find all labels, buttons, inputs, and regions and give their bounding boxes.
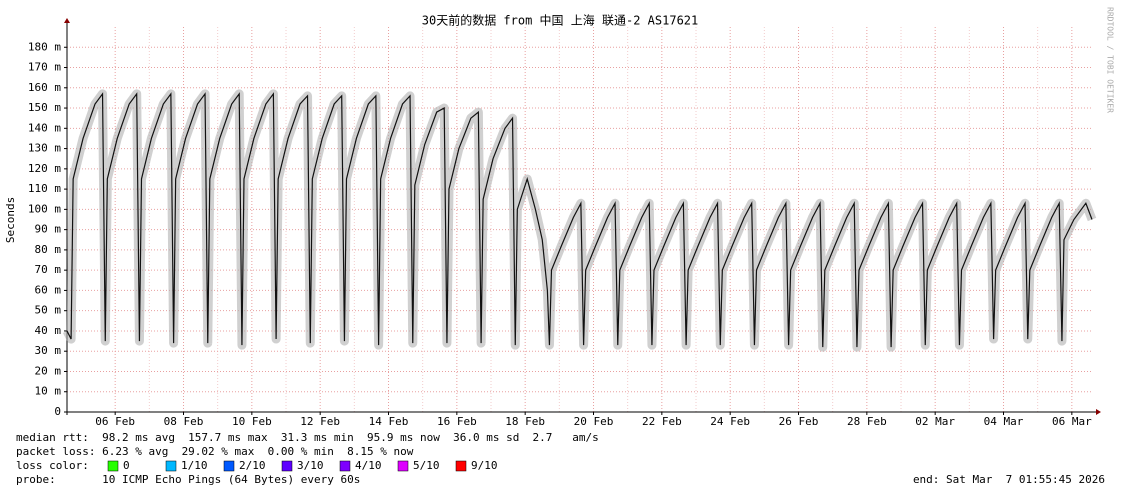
y-tick-label: 170 m xyxy=(28,61,61,74)
y-tick-label: 100 m xyxy=(28,202,61,215)
x-tick-label: 06 Feb xyxy=(95,415,135,428)
loss-color-label: 1/10 xyxy=(181,459,208,472)
y-tick-label: 120 m xyxy=(28,162,61,175)
y-tick-label: 140 m xyxy=(28,121,61,134)
loss-color-swatch xyxy=(223,460,235,472)
y-tick-label: 40 m xyxy=(35,324,62,337)
loss-legend-label: loss color: xyxy=(16,459,89,472)
probe: probe: 10 ICMP Echo Pings (64 Bytes) eve… xyxy=(16,473,360,486)
loss-color-label: 5/10 xyxy=(413,459,440,472)
x-tick-label: 28 Feb xyxy=(847,415,887,428)
x-arrow xyxy=(1096,409,1101,415)
loss-color-swatch xyxy=(281,460,293,472)
loss-color-swatch xyxy=(165,460,177,472)
x-tick-label: 10 Feb xyxy=(232,415,272,428)
y-tick-label: 20 m xyxy=(35,364,62,377)
loss-color-label: 2/10 xyxy=(239,459,266,472)
x-tick-label: 06 Mar xyxy=(1052,415,1092,428)
x-tick-label: 04 Mar xyxy=(984,415,1024,428)
loss-color-swatch xyxy=(339,460,351,472)
x-tick-label: 12 Feb xyxy=(300,415,340,428)
y-tick-label: 80 m xyxy=(35,243,62,256)
x-tick-label: 16 Feb xyxy=(437,415,477,428)
x-tick-label: 26 Feb xyxy=(779,415,819,428)
x-tick-label: 18 Feb xyxy=(505,415,545,428)
x-tick-label: 22 Feb xyxy=(642,415,682,428)
stats-line: median rtt: 98.2 ms avg 157.7 ms max 31.… xyxy=(16,431,599,444)
y-tick-label: 180 m xyxy=(28,40,61,53)
chart-title: 30天前的数据 from 中国 上海 联通-2 AS17621 xyxy=(422,13,699,28)
loss-color-label: 3/10 xyxy=(297,459,324,472)
y-tick-label: 110 m xyxy=(28,182,61,195)
loss-color-label: 0 xyxy=(123,459,130,472)
loss-color-swatch xyxy=(455,460,467,472)
y-tick-label: 160 m xyxy=(28,81,61,94)
x-tick-label: 02 Mar xyxy=(915,415,955,428)
x-tick-label: 08 Feb xyxy=(164,415,204,428)
smoke xyxy=(62,89,1097,352)
y-tick-label: 50 m xyxy=(35,304,62,317)
x-tick-label: 14 Feb xyxy=(369,415,409,428)
loss-color-swatch xyxy=(397,460,409,472)
y-arrow xyxy=(64,18,70,23)
x-tick-label: 20 Feb xyxy=(574,415,614,428)
y-tick-label: 0 xyxy=(54,405,61,418)
y-tick-label: 130 m xyxy=(28,142,61,155)
y-tick-label: 90 m xyxy=(35,223,62,236)
y-tick-label: 30 m xyxy=(35,344,62,357)
y-tick-label: 10 m xyxy=(35,385,62,398)
loss-color-swatch xyxy=(107,460,119,472)
y-tick-label: 70 m xyxy=(35,263,62,276)
loss-color-label: 4/10 xyxy=(355,459,382,472)
y-axis-label: Seconds xyxy=(4,197,17,243)
loss-color-label: 9/10 xyxy=(471,459,498,472)
end-time: end: Sat Mar 7 01:55:45 2026 xyxy=(913,473,1105,486)
median-line xyxy=(66,92,1093,348)
watermark: RRDTOOL / TOBI OETIKER xyxy=(1106,7,1115,113)
y-tick-label: 60 m xyxy=(35,283,62,296)
x-tick-label: 24 Feb xyxy=(710,415,750,428)
stats-line: packet loss: 6.23 % avg 29.02 % max 0.00… xyxy=(16,445,414,458)
y-tick-label: 150 m xyxy=(28,101,61,114)
